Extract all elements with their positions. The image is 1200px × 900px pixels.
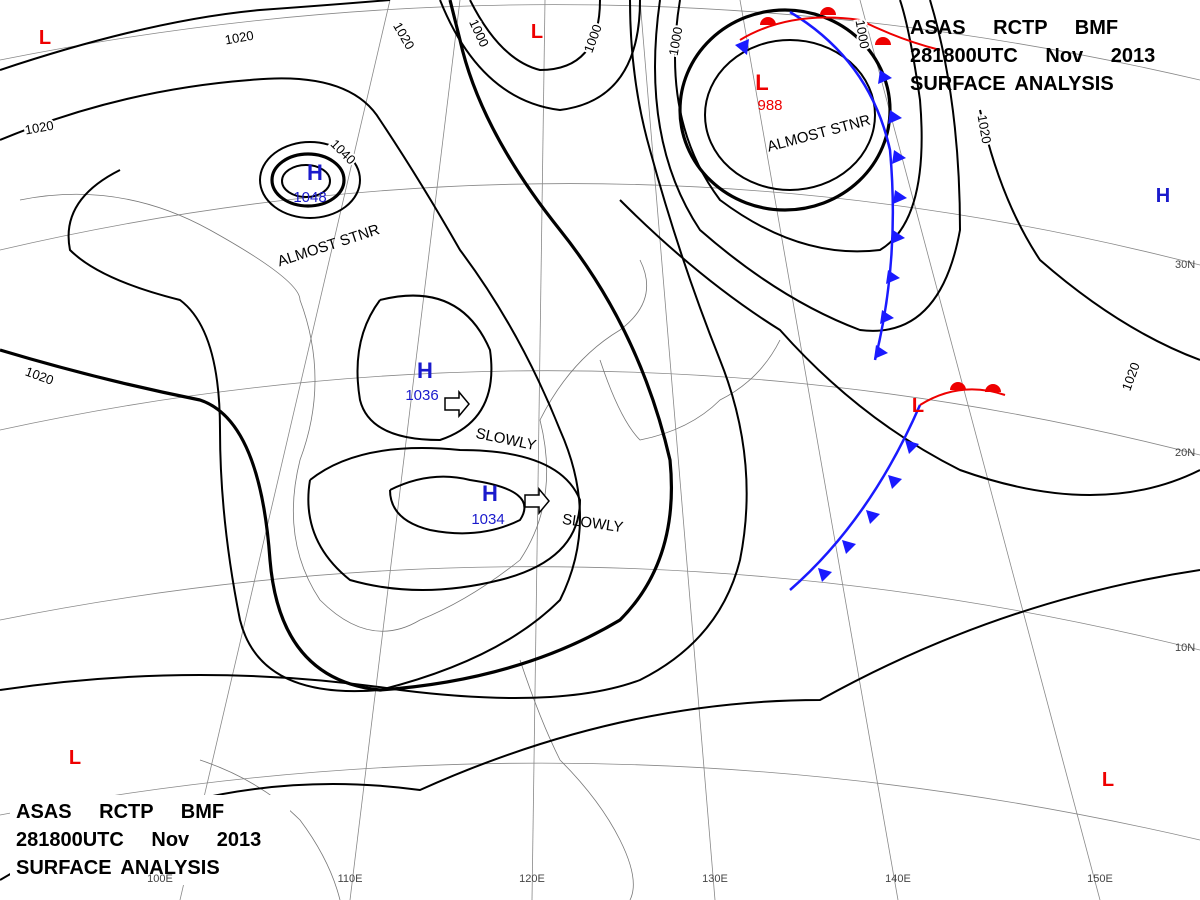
center-pressure: 1036 [405,387,438,404]
center-letter: L [755,70,768,95]
header-line: 281800UTC Nov 2013 [910,45,1155,67]
center-letter: H [417,358,433,383]
isobar-label: 1020 [224,28,255,48]
center-pressure: 1034 [471,511,504,528]
center-pressure: 1048 [293,189,326,206]
center-letter: H [307,160,323,185]
latitude-label: 20N [1175,447,1195,459]
header-line: 281800UTC Nov 2013 [16,829,261,851]
center-letter: L [531,21,543,43]
header-line: SURFACE ANALYSIS [910,73,1114,95]
longitude-label: 140E [885,873,911,885]
header-bg [10,795,290,885]
longitude-label: 130E [702,873,728,885]
isobar-label: 1020 [975,114,995,145]
header-top: ASAS RCTP BMF 281800UTC Nov 2013 SURFACE… [910,17,1155,95]
fronts [735,7,1006,591]
longitude-label: 150E [1087,873,1113,885]
isobar-label: 1020 [24,118,55,138]
longitude-label: 100E [147,873,173,885]
center-letter: H [482,481,498,506]
center-letter: L [69,747,81,769]
latitude-label: 30N [1175,259,1195,271]
coastlines [19,193,781,900]
isobar-label: 1000 [666,26,686,57]
center-letter: L [1102,769,1114,791]
header-line: ASAS RCTP BMF [16,801,224,823]
header-bottom: ASAS RCTP BMF 281800UTC Nov 2013 SURFACE… [16,801,261,879]
longitude-label: 110E [338,873,363,885]
center-letter: L [39,27,51,49]
header-line: ASAS RCTP BMF [910,17,1118,39]
center-letter: H [1156,185,1170,207]
header-line: SURFACE ANALYSIS [16,857,220,879]
longitude-label: 120E [519,873,545,885]
center-pressure: 988 [757,97,782,114]
isobar-label: 1000 [853,19,873,50]
motion-arrows [444,389,550,516]
latitude-label: 10N [1175,642,1195,654]
center-letter: L [912,395,924,417]
